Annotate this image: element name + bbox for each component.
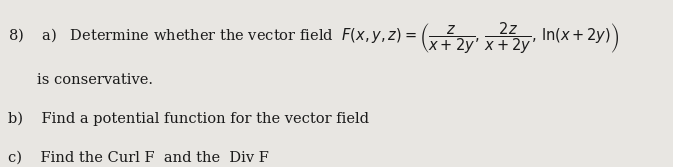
Text: c)    Find the Curl F  and the  Div F: c) Find the Curl F and the Div F bbox=[8, 150, 269, 164]
Text: 8)    a)   Determine whether the vector field  $F(x, y, z) = \left(\dfrac{z}{x+2: 8) a) Determine whether the vector field… bbox=[8, 20, 619, 56]
Text: b)    Find a potential function for the vector field: b) Find a potential function for the vec… bbox=[8, 112, 369, 126]
Text: is conservative.: is conservative. bbox=[37, 73, 153, 88]
